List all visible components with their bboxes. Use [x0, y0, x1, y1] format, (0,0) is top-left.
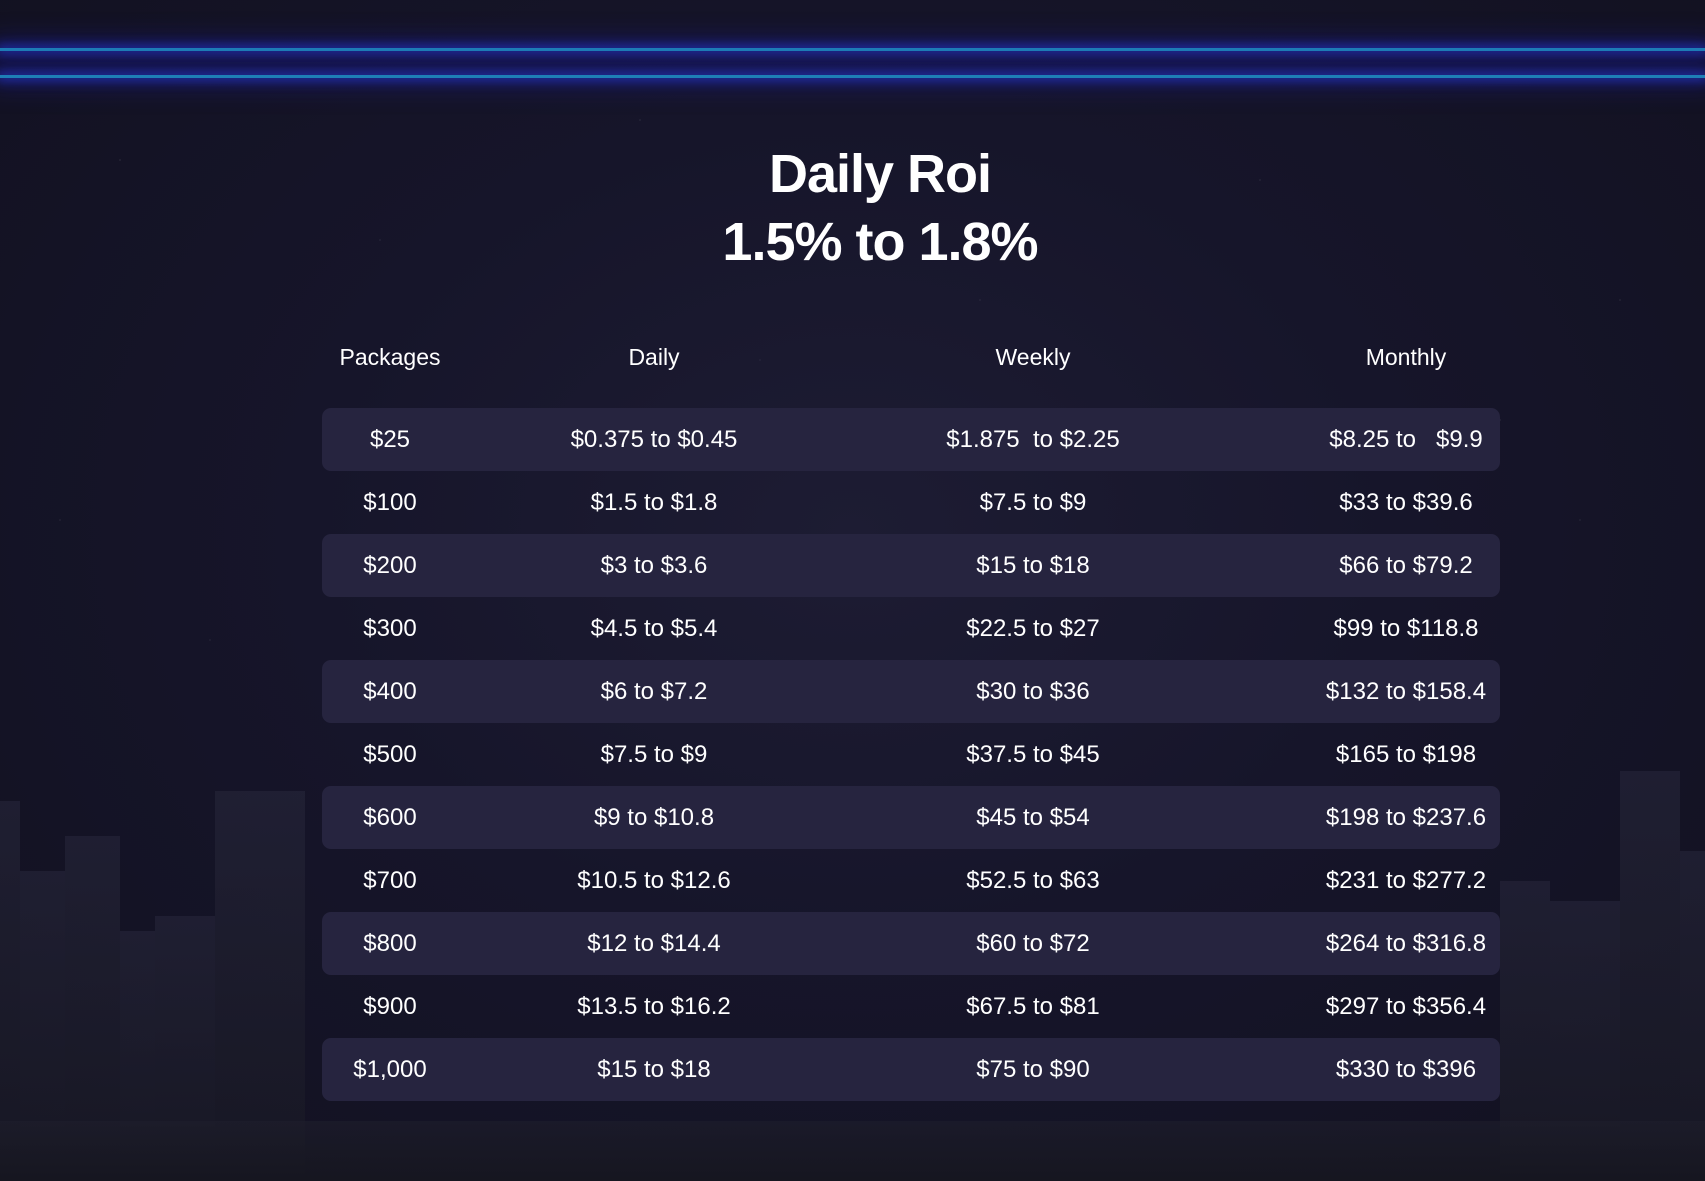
weekly-cell: $52.5 to $63: [966, 866, 1100, 894]
header-monthly: Monthly: [1365, 344, 1447, 370]
table-row: $100 $1.5 to $1.8 $7.5 to $9 $33 to $39.…: [322, 471, 1500, 534]
monthly-cell: $297 to $356.4: [1325, 992, 1487, 1020]
monthly-cell: $165 to $198: [1335, 740, 1477, 768]
package-cell: $500: [363, 740, 417, 768]
monthly-cell: $264 to $316.8: [1325, 929, 1487, 957]
weekly-cell: $30 to $36: [976, 677, 1090, 705]
weekly-cell: $15 to $18: [976, 551, 1090, 579]
daily-cell: $1.5 to $1.8: [590, 488, 718, 516]
building: [0, 801, 20, 1181]
package-cell: $25: [369, 425, 411, 453]
monthly-cell: $8.25 to $9.9: [1329, 425, 1483, 453]
weekly-cell: $37.5 to $45: [966, 740, 1100, 768]
city-skyline: [0, 761, 1705, 1181]
ground-floor: [0, 1121, 1705, 1181]
building: [1620, 771, 1680, 1181]
package-cell: $200: [363, 551, 417, 579]
table-row: $400 $6 to $7.2 $30 to $36 $132 to $158.…: [322, 660, 1500, 723]
daily-cell: $7.5 to $9: [600, 740, 708, 768]
table-row: $1,000 $15 to $18 $75 to $90 $330 to $39…: [322, 1038, 1500, 1101]
weekly-cell: $22.5 to $27: [966, 614, 1100, 642]
package-cell: $900: [363, 992, 417, 1020]
page-title: Daily Roi 1.5% to 1.8%: [0, 140, 1705, 276]
header-weekly: Weekly: [995, 344, 1071, 370]
package-cell: $100: [363, 488, 417, 516]
weekly-cell: $60 to $72: [976, 929, 1090, 957]
monthly-cell: $198 to $237.6: [1325, 803, 1487, 831]
package-cell: $800: [363, 929, 417, 957]
table-row: $800 $12 to $14.4 $60 to $72 $264 to $31…: [322, 912, 1500, 975]
laser-line-bottom: [0, 75, 1705, 78]
weekly-cell: $7.5 to $9: [979, 488, 1087, 516]
monthly-cell: $132 to $158.4: [1325, 677, 1487, 705]
table-row: $300 $4.5 to $5.4 $22.5 to $27 $99 to $1…: [322, 597, 1500, 660]
title-line-1: Daily Roi: [768, 144, 992, 204]
laser-line-top: [0, 48, 1705, 51]
daily-cell: $9 to $10.8: [593, 803, 715, 831]
package-cell: $400: [363, 677, 417, 705]
title-line-2: 1.5% to 1.8%: [722, 212, 1038, 272]
daily-cell: $15 to $18: [597, 1055, 711, 1083]
roi-table: Packages Daily Weekly Monthly $25 $0.375…: [322, 335, 1500, 1101]
daily-cell: $6 to $7.2: [600, 677, 708, 705]
daily-cell: $0.375 to $0.45: [570, 425, 738, 453]
weekly-cell: $67.5 to $81: [966, 992, 1100, 1020]
monthly-cell: $330 to $396: [1335, 1055, 1477, 1083]
package-cell: $1,000: [353, 1055, 427, 1083]
table-row: $900 $13.5 to $16.2 $67.5 to $81 $297 to…: [322, 975, 1500, 1038]
daily-cell: $12 to $14.4: [587, 929, 721, 957]
package-cell: $600: [363, 803, 417, 831]
header-packages: Packages: [339, 344, 441, 370]
table-body: $25 $0.375 to $0.45 $1.875 to $2.25 $8.2…: [322, 408, 1500, 1101]
table-row: $25 $0.375 to $0.45 $1.875 to $2.25 $8.2…: [322, 408, 1500, 471]
weekly-cell: $75 to $90: [976, 1055, 1090, 1083]
building: [215, 791, 305, 1181]
monthly-cell: $66 to $79.2: [1339, 551, 1473, 579]
table-header: Packages Daily Weekly Monthly: [322, 335, 1500, 380]
monthly-cell: $231 to $277.2: [1325, 866, 1487, 894]
daily-cell: $4.5 to $5.4: [590, 614, 718, 642]
header-daily: Daily: [628, 344, 680, 370]
daily-cell: $10.5 to $12.6: [577, 866, 731, 894]
daily-cell: $13.5 to $16.2: [577, 992, 731, 1020]
package-cell: $700: [363, 866, 417, 894]
monthly-cell: $33 to $39.6: [1339, 488, 1473, 516]
package-cell: $300: [363, 614, 417, 642]
weekly-cell: $1.875 to $2.25: [946, 425, 1120, 453]
weekly-cell: $45 to $54: [976, 803, 1090, 831]
monthly-cell: $99 to $118.8: [1333, 614, 1479, 642]
table-row: $600 $9 to $10.8 $45 to $54 $198 to $237…: [322, 786, 1500, 849]
table-row: $200 $3 to $3.6 $15 to $18 $66 to $79.2: [322, 534, 1500, 597]
table-row: $700 $10.5 to $12.6 $52.5 to $63 $231 to…: [322, 849, 1500, 912]
daily-cell: $3 to $3.6: [600, 551, 708, 579]
table-row: $500 $7.5 to $9 $37.5 to $45 $165 to $19…: [322, 723, 1500, 786]
